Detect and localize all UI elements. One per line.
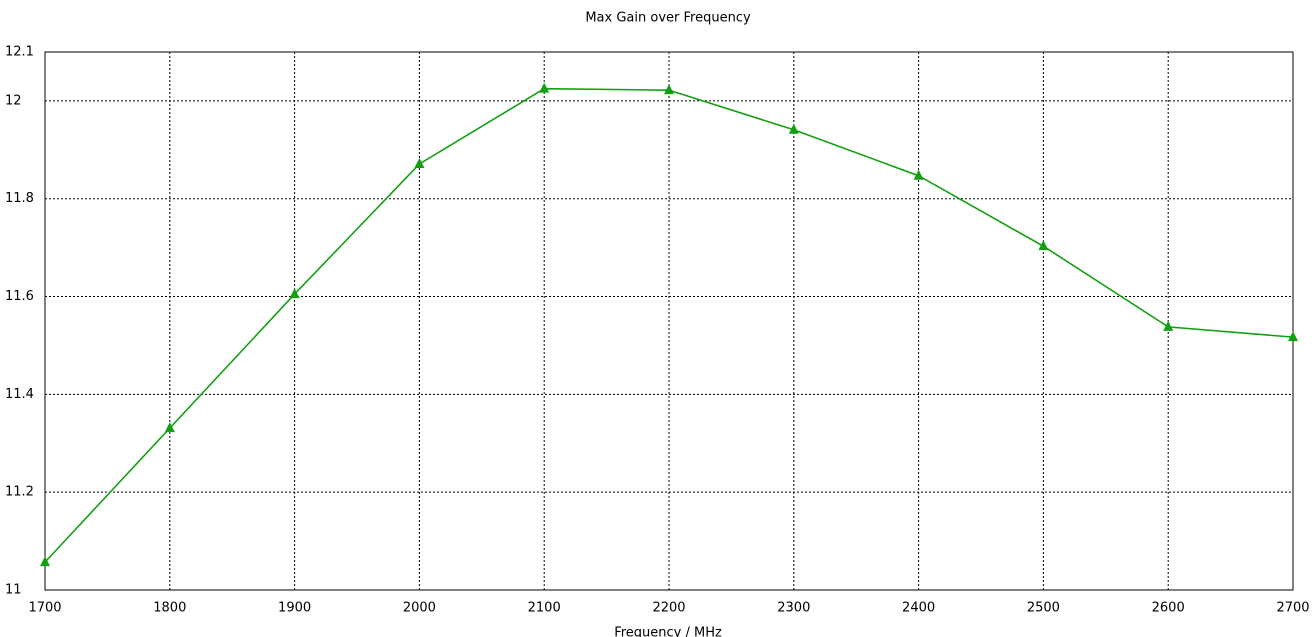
y-tick-label: 11.8 (5, 191, 34, 206)
x-tick-label: 1700 (28, 601, 61, 616)
marker (1038, 240, 1049, 251)
marker (414, 158, 425, 169)
y-tick-label: 11.4 (5, 387, 34, 402)
marker (1163, 320, 1174, 331)
y-tick-label: 11.6 (5, 289, 34, 304)
x-axis-label: Frequency / MHz (614, 626, 722, 637)
x-tick-label: 1800 (153, 601, 186, 616)
marker (788, 123, 799, 134)
x-tick-label: 2100 (528, 601, 561, 616)
marker (664, 84, 674, 95)
x-tick-label: 2200 (652, 601, 685, 616)
x-tick-label: 2000 (403, 601, 436, 616)
x-tick-label: 2300 (777, 601, 810, 616)
marker (1288, 331, 1298, 342)
marker (40, 556, 50, 567)
y-tick-label: 12.1 (5, 45, 34, 60)
y-tick-label: 11.2 (5, 485, 34, 500)
marker (539, 82, 550, 93)
marker (913, 169, 924, 180)
y-tick-label: 11 (5, 583, 22, 598)
chart-title: Max Gain over Frequency (585, 11, 751, 26)
marker (289, 288, 300, 299)
x-tick-label: 2500 (1027, 601, 1060, 616)
x-tick-label: 2700 (1276, 601, 1309, 616)
x-tick-label: 2600 (1152, 601, 1185, 616)
x-tick-label: 2400 (902, 601, 935, 616)
y-tick-label: 12 (5, 93, 22, 108)
marker (164, 422, 175, 433)
x-tick-label: 1900 (278, 601, 311, 616)
